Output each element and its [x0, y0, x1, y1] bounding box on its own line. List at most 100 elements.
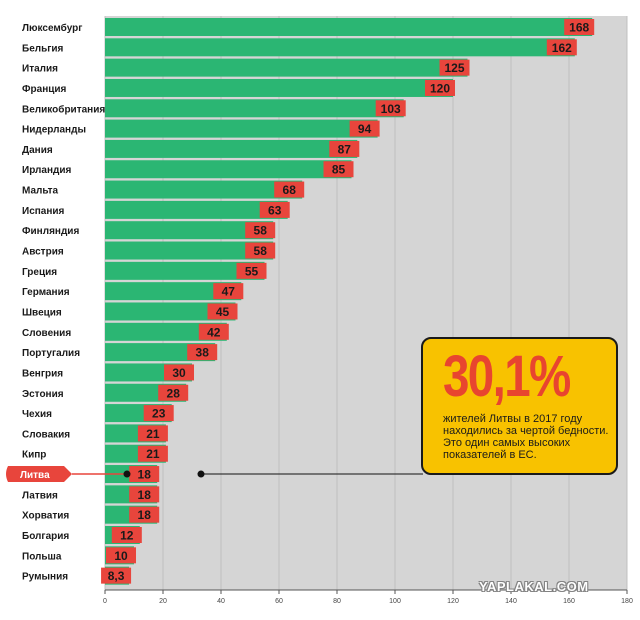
value-label: 42 — [207, 325, 221, 339]
x-tick-label: 140 — [505, 598, 517, 605]
value-label-box — [207, 303, 238, 320]
value-label: 103 — [381, 102, 401, 116]
bar — [105, 160, 352, 179]
value-label: 28 — [167, 386, 181, 400]
category-label: Мальта — [22, 186, 59, 197]
value-label-box — [546, 39, 577, 56]
value-label-box — [375, 100, 406, 117]
value-label-box — [129, 486, 160, 503]
value-label-box — [198, 323, 229, 340]
value-label-box — [164, 364, 194, 381]
category-label: Германия — [22, 287, 70, 298]
value-label-box — [101, 567, 132, 584]
value-label: 58 — [254, 244, 268, 258]
category-label: Нидерланды — [22, 125, 86, 136]
value-label: 63 — [268, 203, 282, 217]
bar — [105, 282, 242, 301]
x-tick-label: 60 — [275, 598, 283, 605]
category-label: Кипр — [22, 450, 46, 461]
value-label: 21 — [146, 447, 160, 461]
category-label: Франция — [22, 84, 67, 95]
value-label: 10 — [114, 549, 128, 563]
value-label: 94 — [358, 122, 372, 136]
category-label: Хорватия — [22, 511, 69, 522]
value-label: 87 — [338, 142, 352, 156]
category-label: Румыния — [22, 572, 68, 583]
value-label: 162 — [552, 41, 572, 55]
value-label-box — [425, 79, 455, 96]
value-label: 85 — [332, 163, 346, 177]
x-tick-label: 80 — [333, 598, 341, 605]
x-tick-label: 40 — [217, 598, 225, 605]
value-label-box — [274, 181, 305, 198]
value-label: 18 — [138, 488, 152, 502]
category-label: Болгария — [22, 531, 69, 542]
value-label: 18 — [138, 508, 152, 522]
category-label: Финляндия — [22, 226, 79, 237]
value-label: 21 — [146, 427, 160, 441]
callout-box: 30,1% жителей Литвы в 2017 году находили… — [421, 337, 618, 475]
callout-headline: 30,1% — [443, 344, 571, 409]
value-label-box — [439, 59, 470, 76]
value-label-box — [137, 425, 168, 442]
value-label-box — [213, 283, 244, 300]
category-label: Ирландия — [22, 165, 71, 176]
category-label: Чехия — [22, 409, 52, 420]
bar — [105, 78, 453, 97]
value-label: 38 — [196, 346, 210, 360]
value-label-box — [349, 120, 380, 137]
bar — [105, 302, 236, 321]
highlight-connector — [123, 470, 423, 478]
highlight-label: Литва — [6, 466, 127, 483]
value-label-box — [187, 344, 218, 361]
value-label-box — [158, 384, 189, 401]
bar — [105, 241, 274, 260]
value-label: 8,3 — [108, 569, 125, 583]
value-label: 18 — [138, 468, 152, 482]
category-label: Греция — [22, 267, 57, 278]
value-label: 30 — [172, 366, 186, 380]
category-label: Италия — [22, 64, 58, 75]
value-label-box — [329, 140, 360, 157]
value-label: 45 — [216, 305, 230, 319]
x-tick-label: 20 — [159, 598, 167, 605]
x-tick-label: 0 — [103, 598, 107, 605]
category-label: Словакия — [22, 429, 70, 440]
bar — [105, 38, 575, 57]
bar — [105, 139, 358, 158]
callout-text: жителей Литвы в 2017 году находились за … — [443, 413, 609, 461]
category-label: Швеция — [22, 307, 62, 318]
x-tick-label: 160 — [563, 598, 575, 605]
category-label: Австрия — [22, 247, 64, 258]
value-label-box — [129, 466, 160, 483]
category-label: Португалия — [22, 348, 80, 359]
x-tick-label: 180 — [621, 598, 633, 605]
x-tick-label: 120 — [447, 598, 459, 605]
watermark: YAPLAKAL.COM — [479, 579, 589, 594]
value-label-box — [564, 19, 595, 35]
highlight-badge — [6, 466, 72, 483]
category-label: Люксембург — [22, 22, 82, 34]
value-label-box — [137, 445, 168, 462]
value-label-box — [259, 201, 290, 218]
category-label: Великобритания — [22, 103, 105, 115]
connector-dot — [123, 470, 131, 478]
bars: 1681621251201039487856863585855474542383… — [101, 18, 595, 585]
bar — [105, 58, 468, 77]
bar — [105, 200, 288, 219]
value-label: 68 — [283, 183, 297, 197]
category-label: Польша — [22, 551, 62, 562]
value-label-box — [245, 222, 276, 239]
value-label-box — [245, 242, 276, 259]
bar — [105, 99, 404, 118]
value-label: 125 — [444, 61, 464, 75]
category-label: Латвия — [22, 490, 58, 501]
value-label-box — [129, 506, 160, 523]
category-label: Эстония — [22, 389, 64, 400]
value-label: 168 — [569, 21, 589, 35]
value-label: 58 — [254, 224, 268, 238]
x-axis-ticks: 0 20 40 60 80 100 120 140 160 180 — [103, 589, 633, 605]
category-label: Дания — [22, 145, 53, 156]
category-label: Испания — [22, 206, 65, 217]
